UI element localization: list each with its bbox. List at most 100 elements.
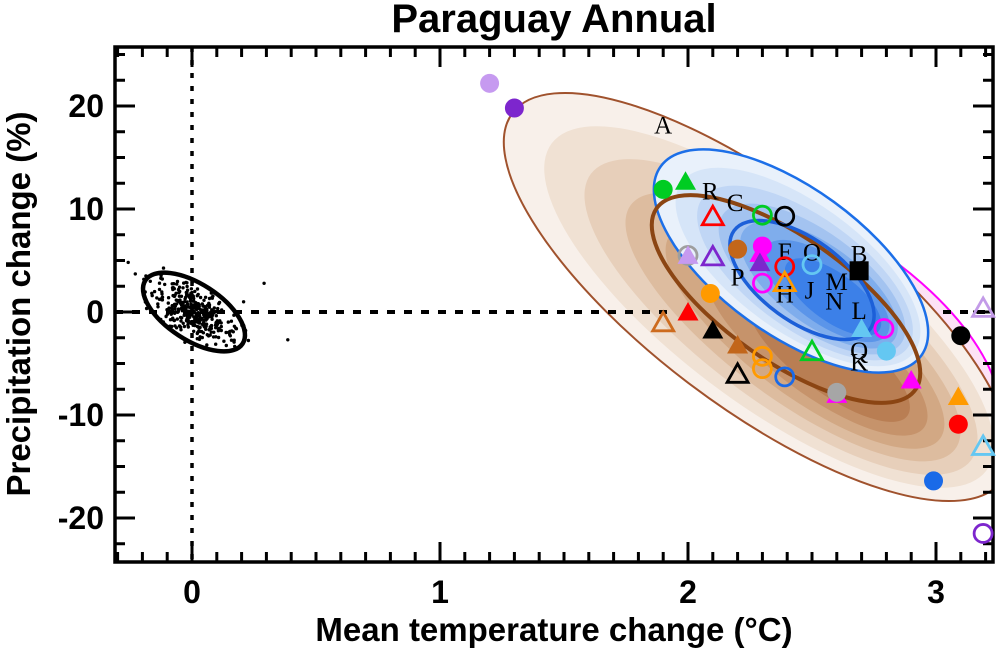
- variability-dot: [209, 323, 214, 328]
- variability-dot: [150, 293, 154, 298]
- variability-dot: [197, 337, 202, 342]
- baseline-ellipse: [140, 270, 248, 354]
- variability-dot: [178, 289, 182, 294]
- variability-dot: [214, 326, 218, 330]
- variability-dot: [212, 306, 216, 310]
- filled-circle-marker: [924, 471, 944, 491]
- variability-dot: [179, 328, 183, 332]
- variability-dot: [229, 338, 234, 342]
- blue-inner-thick-ellipse: [728, 218, 876, 342]
- variability-dot: [214, 320, 218, 325]
- blue-pdf-level-6: [784, 258, 882, 336]
- baseline-variability-cluster: [126, 260, 290, 354]
- open-circle-marker: [774, 256, 796, 278]
- open-circle-marker: [752, 204, 773, 226]
- variability-dot: [205, 308, 209, 312]
- variability-dot: [172, 302, 177, 306]
- open-circle-marker: [752, 345, 773, 367]
- open-triangle-marker: [799, 338, 825, 362]
- variability-dot: [215, 310, 220, 314]
- variability-dot: [224, 330, 228, 335]
- variability-dot: [182, 281, 186, 285]
- variability-dot: [286, 338, 290, 342]
- variability-dot: [182, 313, 186, 317]
- variability-dot: [185, 284, 189, 289]
- filled-triangle-marker: [749, 243, 771, 262]
- open-circle-marker: [972, 523, 994, 544]
- variability-dot: [202, 310, 206, 314]
- y-tick-label: 10: [68, 191, 104, 227]
- variability-dot: [175, 282, 179, 286]
- variability-dot: [209, 326, 214, 331]
- model-letter-L: L: [851, 298, 866, 325]
- variability-dot: [224, 343, 228, 348]
- variability-dot: [246, 338, 251, 343]
- open-circle-marker: [752, 272, 773, 294]
- model-symbol-markers: [480, 73, 997, 544]
- variability-dot: [180, 309, 184, 313]
- variability-dot: [262, 281, 266, 285]
- filled-square-marker: [849, 261, 869, 281]
- variability-dot: [202, 298, 206, 302]
- variability-dot: [226, 320, 230, 324]
- model-letter-N: N: [825, 289, 843, 316]
- variability-dot: [198, 325, 202, 329]
- model-letter-C: C: [727, 190, 744, 217]
- variability-dot: [191, 323, 195, 327]
- variability-dot: [160, 295, 165, 299]
- variability-dot: [214, 335, 218, 339]
- model-letter-O: O: [803, 240, 821, 267]
- variability-dot: [216, 335, 221, 340]
- filled-circle-marker: [827, 382, 847, 402]
- variability-dot: [198, 335, 202, 339]
- variability-dot: [169, 312, 173, 316]
- variability-dot: [190, 313, 194, 317]
- variability-dot: [179, 319, 183, 323]
- model-letter-M: M: [826, 269, 848, 296]
- variability-dot: [212, 330, 216, 334]
- filled-triangle-marker: [677, 245, 699, 264]
- variability-dot: [157, 281, 162, 285]
- model-letter-A: A: [654, 113, 672, 140]
- variability-dot: [198, 315, 202, 319]
- x-tick-label: 1: [431, 574, 449, 610]
- variability-dot: [206, 334, 211, 338]
- variability-dot: [175, 317, 179, 321]
- variability-dot: [227, 330, 231, 335]
- model-letter-H: H: [776, 281, 794, 308]
- variability-dot: [205, 343, 209, 347]
- variability-dot: [197, 304, 201, 309]
- variability-dot: [181, 286, 185, 290]
- variability-dot: [203, 295, 208, 299]
- filled-triangle-marker: [947, 386, 969, 405]
- model-letter-P: P: [731, 264, 745, 291]
- variability-dot: [196, 302, 200, 306]
- variability-dot: [230, 329, 234, 333]
- model-letter-K: K: [850, 349, 868, 376]
- open-circle-marker: [873, 318, 895, 339]
- x-tick-label: 3: [927, 574, 945, 610]
- variability-dot: [172, 311, 177, 315]
- variability-dot: [185, 281, 189, 285]
- variability-dot: [156, 302, 160, 306]
- brown-thick-ellipse: [649, 193, 923, 405]
- variability-dot: [163, 282, 167, 287]
- filled-triangle-marker: [702, 320, 724, 339]
- open-triangle-marker: [650, 309, 677, 333]
- variability-dot: [185, 291, 189, 295]
- variability-dot: [170, 282, 174, 286]
- model-letter-J: J: [805, 277, 815, 304]
- variability-dot: [172, 318, 177, 323]
- variability-dot: [205, 311, 210, 315]
- variability-dot: [183, 306, 187, 310]
- variability-dot: [222, 339, 226, 343]
- variability-dot: [185, 314, 189, 319]
- variability-dot: [195, 311, 199, 316]
- plot-frame: [113, 45, 995, 564]
- filled-triangle-marker: [675, 171, 697, 190]
- variability-dot: [195, 331, 199, 336]
- open-triangle-marker: [970, 433, 997, 456]
- variability-dot: [171, 287, 175, 292]
- variability-dot: [174, 326, 179, 330]
- filled-circle-marker: [951, 326, 971, 346]
